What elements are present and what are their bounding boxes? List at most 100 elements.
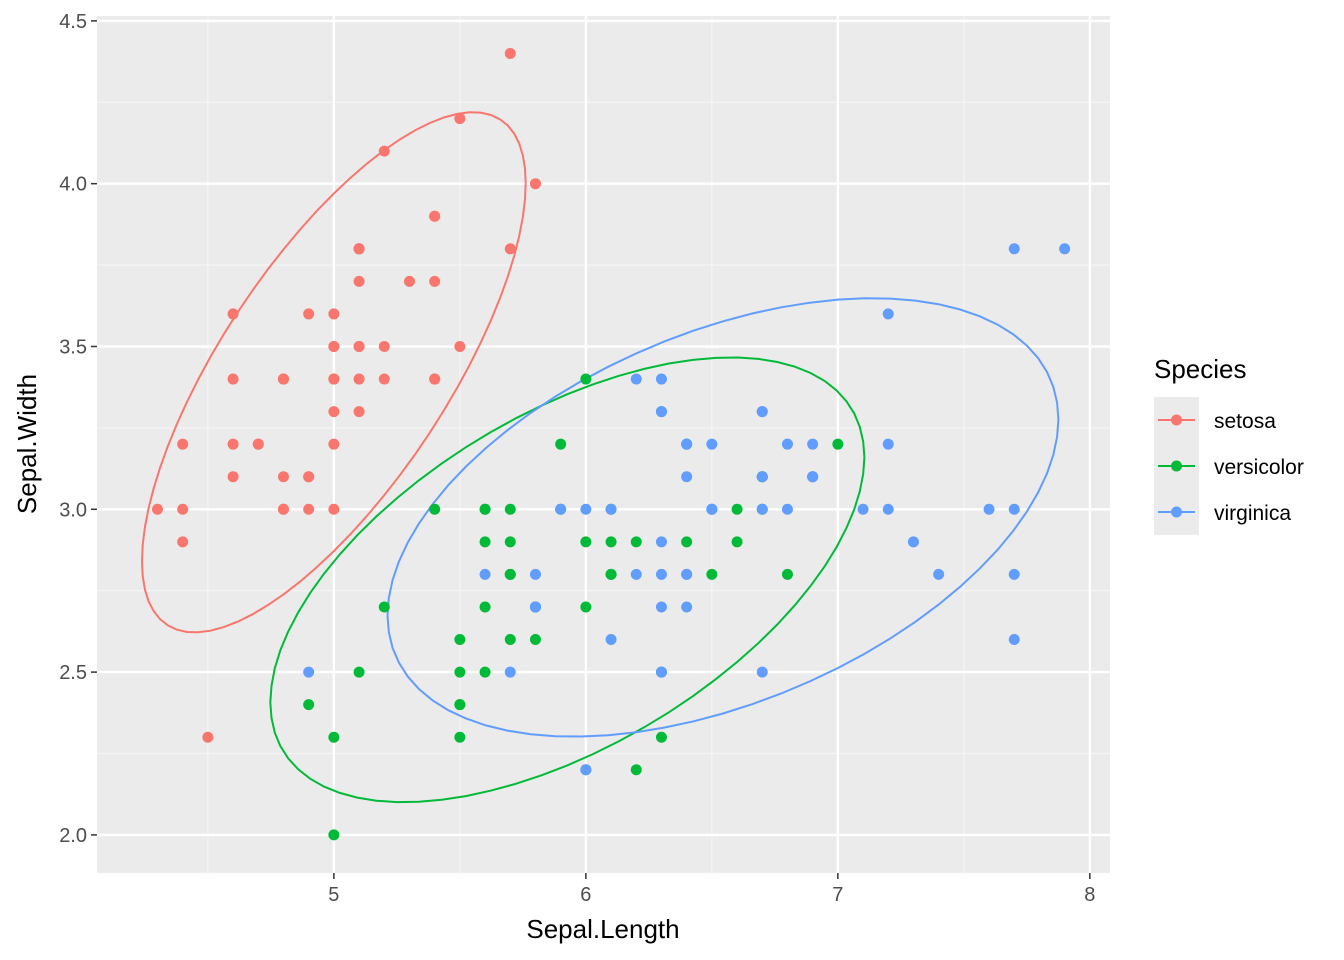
point-setosa [454, 113, 466, 125]
y-tick-label: 2.5 [59, 662, 87, 684]
y-axis-title: Sepal.Width [12, 374, 42, 514]
point-virginica [681, 568, 693, 580]
point-setosa [202, 731, 214, 743]
point-versicolor [504, 568, 516, 580]
point-virginica [605, 503, 617, 515]
point-virginica [882, 308, 894, 320]
legend-label-versicolor: versicolor [1214, 456, 1304, 479]
point-setosa [504, 243, 516, 255]
point-versicolor [781, 568, 793, 580]
point-versicolor [832, 438, 844, 450]
point-virginica [504, 666, 516, 678]
point-virginica [580, 503, 592, 515]
point-virginica [756, 406, 768, 418]
point-virginica [933, 568, 945, 580]
point-virginica [555, 503, 567, 515]
point-virginica [1008, 634, 1020, 646]
ellipse-virginica [386, 297, 1060, 738]
point-setosa [177, 503, 189, 515]
point-virginica [907, 536, 919, 548]
point-virginica [655, 666, 667, 678]
point-setosa [378, 373, 390, 385]
x-tick-label: 6 [580, 884, 591, 906]
point-setosa [303, 471, 315, 483]
point-virginica [706, 503, 718, 515]
point-setosa [454, 340, 466, 352]
y-tick-label: 4.0 [59, 174, 87, 196]
point-virginica [983, 503, 995, 515]
point-setosa [328, 503, 340, 515]
point-versicolor [706, 568, 718, 580]
point-setosa [277, 503, 289, 515]
y-tick-label: 2.0 [59, 825, 87, 847]
ellipse-setosa [140, 111, 527, 634]
point-versicolor [479, 536, 491, 548]
point-setosa [303, 308, 315, 320]
point-virginica [807, 438, 819, 450]
grid [97, 16, 1110, 873]
point-setosa [151, 503, 163, 515]
point-setosa [353, 406, 365, 418]
point-virginica [303, 666, 315, 678]
point-versicolor [580, 536, 592, 548]
points [151, 47, 1071, 841]
legend-key-point [1171, 506, 1182, 518]
point-setosa [303, 503, 315, 515]
point-setosa [277, 373, 289, 385]
point-versicolor [479, 666, 491, 678]
point-setosa [227, 438, 239, 450]
x-tick-label: 5 [328, 884, 339, 906]
point-setosa [328, 308, 340, 320]
point-versicolor [580, 601, 592, 613]
point-versicolor [580, 373, 592, 385]
point-setosa [353, 243, 365, 255]
point-versicolor [605, 536, 617, 548]
point-versicolor [454, 699, 466, 711]
point-setosa [328, 373, 340, 385]
point-virginica [529, 568, 541, 580]
point-virginica [580, 764, 592, 776]
point-versicolor [630, 764, 642, 776]
point-setosa [378, 340, 390, 352]
point-versicolor [303, 699, 315, 711]
point-setosa [429, 373, 441, 385]
legend-label-setosa: setosa [1214, 410, 1276, 433]
point-setosa [227, 373, 239, 385]
point-setosa [177, 438, 189, 450]
point-versicolor [353, 666, 365, 678]
point-setosa [504, 47, 516, 59]
point-versicolor [555, 438, 567, 450]
y-tick-label: 3.0 [59, 499, 87, 521]
point-virginica [605, 634, 617, 646]
axes: 5 6 7 8 2.0 2.5 3.0 3.5 4.0 4.5 [59, 11, 1095, 906]
point-setosa [429, 210, 441, 222]
point-virginica [882, 438, 894, 450]
point-virginica [479, 568, 491, 580]
point-versicolor [504, 634, 516, 646]
point-virginica [882, 503, 894, 515]
point-versicolor [378, 601, 390, 613]
point-setosa [328, 438, 340, 450]
point-virginica [1008, 243, 1020, 255]
point-versicolor [328, 829, 340, 841]
point-setosa [227, 308, 239, 320]
x-tick-label: 8 [1084, 884, 1095, 906]
point-versicolor [605, 568, 617, 580]
point-versicolor [731, 503, 743, 515]
point-setosa [328, 340, 340, 352]
point-versicolor [479, 601, 491, 613]
y-tick-label: 3.5 [59, 336, 87, 358]
point-virginica [655, 568, 667, 580]
point-versicolor [504, 536, 516, 548]
point-virginica [807, 471, 819, 483]
point-setosa [177, 536, 189, 548]
legend-key-point [1171, 414, 1182, 426]
point-virginica [655, 601, 667, 613]
point-virginica [1008, 503, 1020, 515]
ellipse-versicolor [269, 356, 866, 804]
point-versicolor [655, 731, 667, 743]
point-setosa [429, 275, 441, 287]
point-virginica [706, 438, 718, 450]
point-setosa [353, 275, 365, 287]
